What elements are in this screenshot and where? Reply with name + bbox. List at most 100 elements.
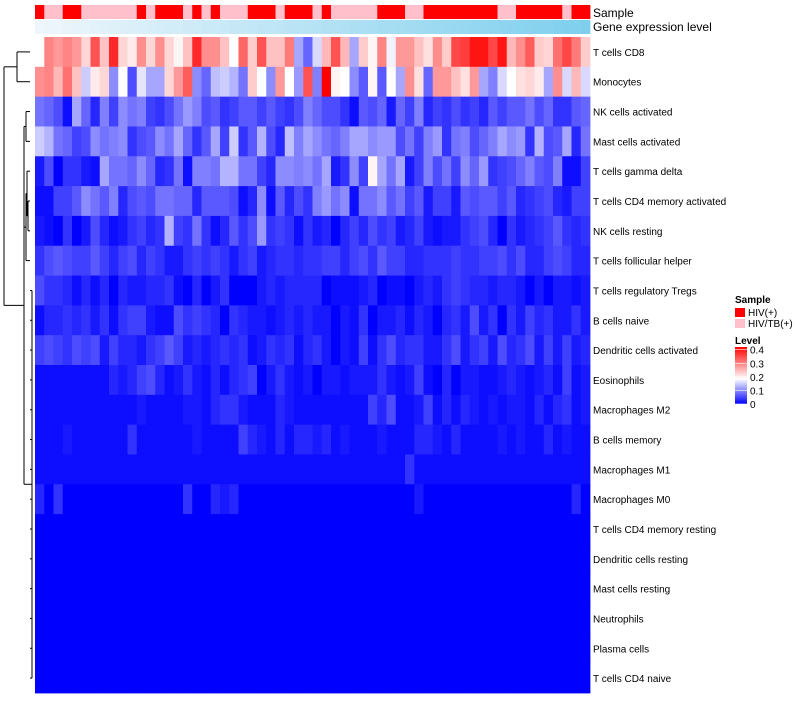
heatmap-cell bbox=[164, 186, 175, 217]
heatmap-cell bbox=[562, 454, 572, 485]
heatmap-cell bbox=[479, 514, 489, 545]
legend-label-hiv: HIV(+) bbox=[748, 308, 777, 319]
heatmap-cell bbox=[266, 633, 276, 664]
heatmap-cell bbox=[247, 66, 258, 98]
heatmap-cell bbox=[497, 245, 508, 276]
heatmap-cell bbox=[173, 484, 184, 515]
heatmap-cell bbox=[266, 126, 276, 157]
row-label: Monocytes bbox=[593, 78, 641, 89]
heatmap-cell bbox=[562, 37, 572, 68]
heatmap-cell bbox=[173, 126, 184, 157]
heatmap-cell bbox=[275, 424, 286, 455]
gene-expression-annotation-cell bbox=[571, 20, 582, 34]
heatmap-cell bbox=[543, 484, 554, 515]
heatmap-cell bbox=[53, 633, 64, 664]
heatmap-cell bbox=[405, 96, 415, 127]
heatmap-cell bbox=[275, 663, 286, 694]
heatmap-cell bbox=[423, 543, 434, 575]
sample-annotation-cell bbox=[479, 5, 489, 19]
heatmap-cell bbox=[210, 215, 221, 247]
heatmap-cell bbox=[525, 96, 535, 127]
heatmap-cell bbox=[451, 335, 461, 366]
heatmap-cell bbox=[257, 37, 267, 68]
heatmap-cell bbox=[543, 603, 554, 634]
heatmap-cell bbox=[35, 484, 45, 515]
heatmap-cell bbox=[516, 603, 526, 634]
heatmap-cell bbox=[62, 156, 73, 187]
heatmap-cell bbox=[358, 275, 369, 306]
heatmap-cell bbox=[488, 245, 498, 276]
heatmap-cell bbox=[553, 186, 563, 217]
heatmap-cell bbox=[238, 543, 249, 575]
sample-annotation-cell bbox=[340, 5, 350, 19]
heatmap-cell bbox=[257, 66, 267, 98]
heatmap-cell bbox=[479, 663, 489, 694]
heatmap-cell bbox=[146, 484, 156, 515]
heatmap-cell bbox=[488, 573, 498, 604]
heatmap-cell bbox=[580, 454, 591, 485]
heatmap-cell bbox=[460, 215, 471, 247]
heatmap-cell bbox=[331, 335, 341, 366]
heatmap-cell bbox=[173, 335, 184, 366]
heatmap-cell bbox=[247, 514, 258, 545]
heatmap-cell bbox=[423, 186, 434, 217]
heatmap-cell bbox=[303, 633, 313, 664]
heatmap-cell bbox=[349, 633, 360, 664]
heatmap-cell bbox=[62, 245, 73, 276]
gene-expression-annotation-cell bbox=[127, 20, 138, 34]
heatmap-cell bbox=[534, 215, 545, 247]
heatmap-cell bbox=[516, 663, 526, 694]
heatmap-cell bbox=[580, 514, 591, 545]
heatmap-cell bbox=[340, 454, 350, 485]
heatmap-cell bbox=[155, 394, 165, 426]
heatmap-cell bbox=[460, 275, 471, 306]
heatmap-cell bbox=[469, 424, 480, 455]
heatmap-cell bbox=[506, 156, 517, 187]
heatmap-cell bbox=[321, 514, 332, 545]
heatmap-cell bbox=[349, 424, 360, 455]
heatmap-cell bbox=[238, 305, 249, 336]
row-label: T cells follicular helper bbox=[593, 257, 692, 268]
heatmap-cell bbox=[469, 305, 480, 336]
heatmap-cell bbox=[44, 633, 54, 664]
heatmap-cell bbox=[571, 96, 582, 127]
heatmap-cell bbox=[349, 305, 360, 336]
sample-annotation-cell bbox=[183, 5, 193, 19]
heatmap-cell bbox=[414, 37, 424, 68]
heatmap-cell bbox=[395, 275, 406, 306]
heatmap-cell bbox=[99, 156, 110, 187]
heatmap-cell bbox=[451, 96, 461, 127]
heatmap-cell bbox=[201, 37, 212, 68]
heatmap-cell bbox=[257, 484, 267, 515]
heatmap-cell bbox=[173, 37, 184, 68]
gene-expression-annotation-cell bbox=[220, 20, 230, 34]
heatmap-cell bbox=[543, 454, 554, 485]
heatmap-cell bbox=[349, 66, 360, 98]
heatmap-cell bbox=[81, 186, 91, 217]
row-label: T cells CD8 bbox=[593, 48, 645, 59]
heatmap-cell bbox=[497, 484, 508, 515]
heatmap-cell bbox=[543, 543, 554, 575]
heatmap-cell bbox=[460, 573, 471, 604]
heatmap-cell bbox=[488, 335, 498, 366]
heatmap-cell bbox=[247, 573, 258, 604]
gene-expression-annotation-cell bbox=[303, 20, 313, 34]
heatmap-cell bbox=[451, 424, 461, 455]
gene-expression-annotation-cell bbox=[229, 20, 239, 34]
heatmap-cell bbox=[469, 335, 480, 366]
heatmap-cell bbox=[386, 37, 397, 68]
gene-expression-annotation-cell bbox=[44, 20, 54, 34]
heatmap-cell bbox=[118, 424, 128, 455]
heatmap-cell bbox=[90, 573, 101, 604]
heatmap-cell bbox=[331, 543, 341, 575]
row-label: T cells gamma delta bbox=[593, 167, 683, 178]
heatmap-cell bbox=[99, 514, 110, 545]
heatmap-cell bbox=[53, 96, 64, 127]
heatmap-cell bbox=[358, 126, 369, 157]
heatmap-cell bbox=[44, 215, 54, 247]
heatmap-cell bbox=[405, 454, 415, 485]
heatmap-cell bbox=[423, 335, 434, 366]
heatmap-cell bbox=[164, 275, 175, 306]
heatmap-cell bbox=[284, 454, 295, 485]
heatmap-cell bbox=[173, 275, 184, 306]
